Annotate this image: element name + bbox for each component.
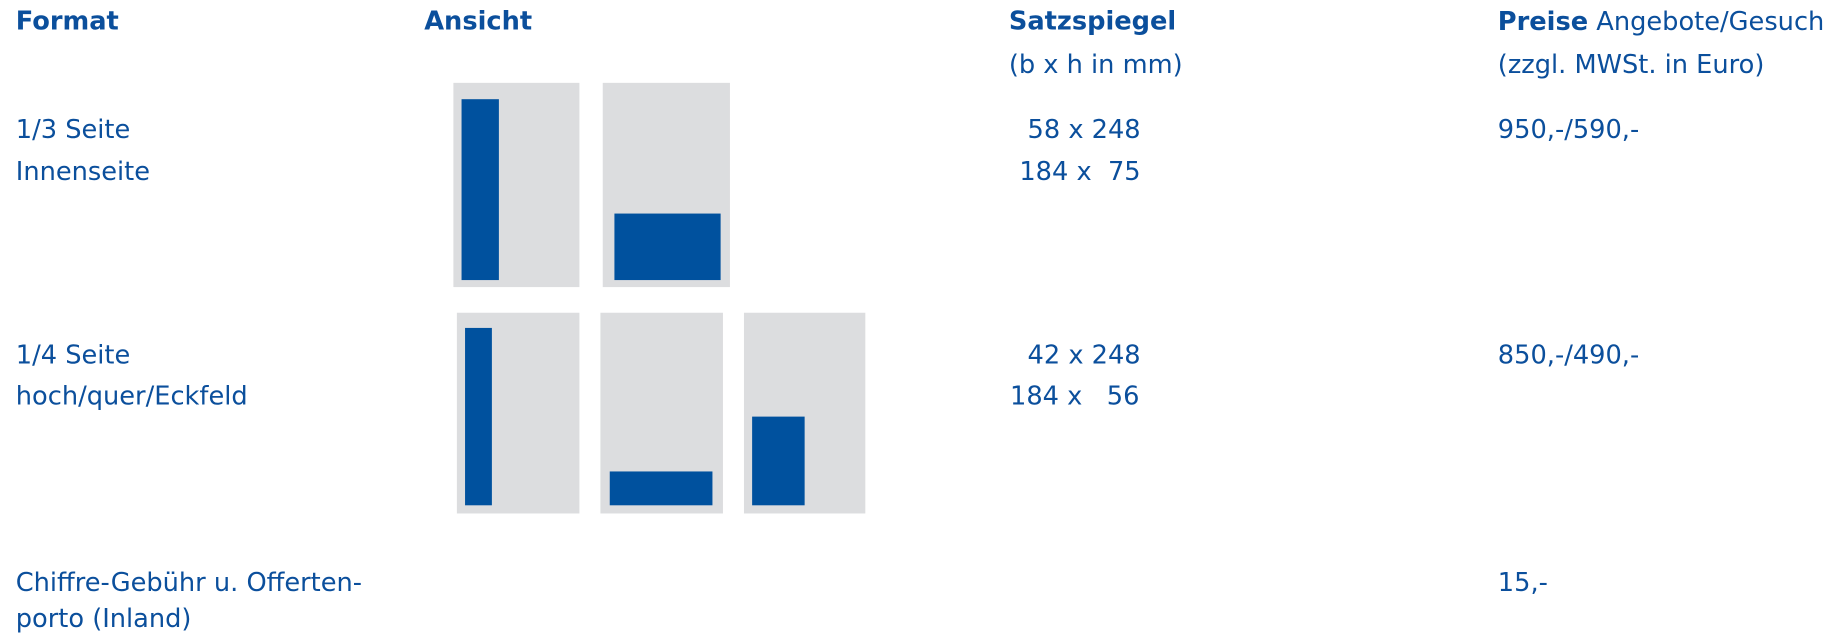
format: 1/4 Seite <box>16 340 131 370</box>
ad-area <box>609 471 713 506</box>
preis: 15,- <box>1498 568 1548 598</box>
ad-area <box>461 99 499 281</box>
ad-area <box>465 327 492 506</box>
ad-area <box>614 213 721 281</box>
format: hoch/quer/Eckfeld <box>16 381 248 411</box>
format: Chiffre-Gebühr u. Offerten- <box>16 568 362 598</box>
header-satzspiegel-unit: (b x h in mm) <box>1009 50 1183 80</box>
format: porto (Inland) <box>16 604 192 634</box>
satzspiegel: 184 x 75 <box>1019 157 1140 187</box>
satzspiegel: 184 x 56 <box>1010 381 1139 411</box>
header-format: Format <box>16 7 119 37</box>
satzspiegel: 58 x 248 <box>1019 115 1140 145</box>
header-preise: Preise Angebote/Gesuch <box>1498 7 1825 37</box>
format: 1/3 Seite <box>16 115 131 145</box>
preis: 950,-/590,- <box>1498 115 1639 145</box>
header-preise-detail: Angebote/Gesuch <box>1596 7 1824 37</box>
header-satzspiegel: Satzspiegel <box>1009 7 1176 37</box>
ad-area <box>752 416 805 506</box>
header-ansicht: Ansicht <box>424 7 532 37</box>
header-preise-title: Preise <box>1498 7 1588 37</box>
format: Innenseite <box>16 157 150 187</box>
preis: 850,-/490,- <box>1498 340 1639 370</box>
header-preise-unit: (zzgl. MWSt. in Euro) <box>1498 50 1765 80</box>
satzspiegel: 42 x 248 <box>1019 340 1140 370</box>
